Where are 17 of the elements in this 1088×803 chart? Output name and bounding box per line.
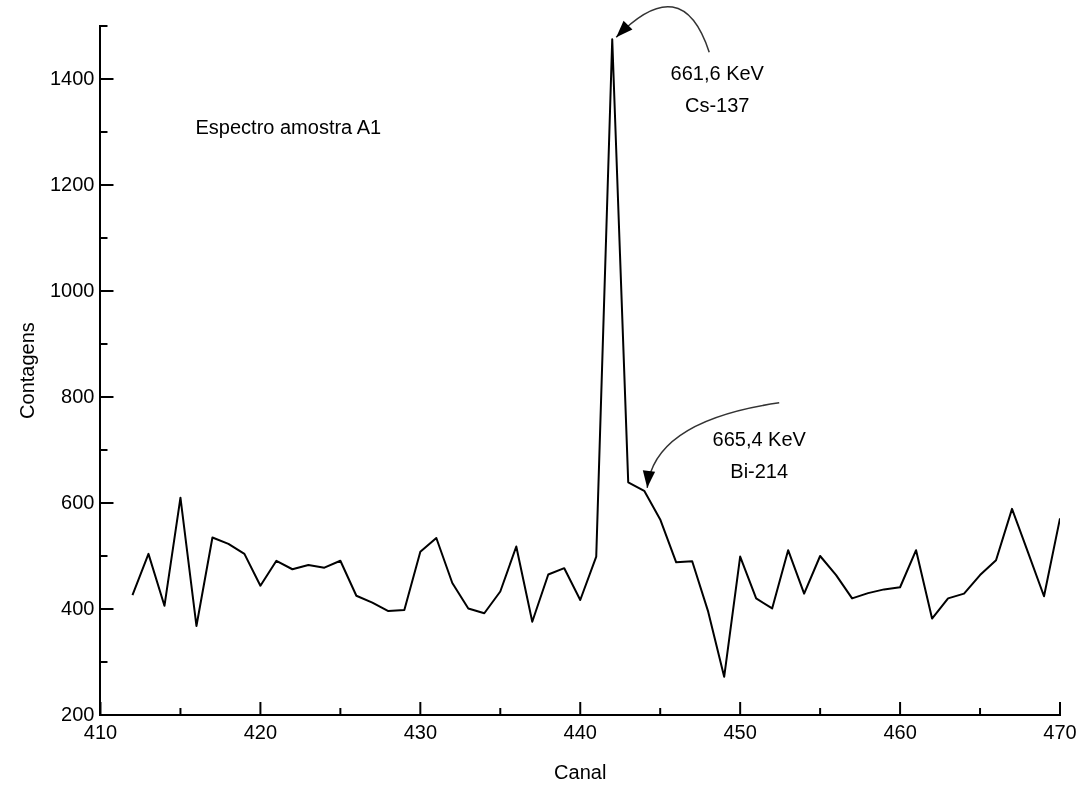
y-tick-label: 1400 — [49, 66, 95, 89]
y-tick-label: 600 — [61, 490, 95, 513]
x-tick-label: 420 — [243, 720, 278, 743]
x-tick-label: 430 — [403, 720, 438, 743]
x-tick-label: 470 — [1043, 720, 1077, 743]
y-tick-label: 400 — [61, 596, 95, 619]
y-tick-label: 1000 — [49, 278, 95, 301]
y-tick-label: 800 — [61, 384, 95, 407]
x-tick-label: 440 — [563, 720, 597, 743]
x-axis-title: Canal — [554, 760, 607, 783]
x-tick-label: 460 — [883, 720, 917, 743]
annotation: 661,6 KeV Cs-137 — [670, 61, 765, 116]
y-tick-label: 1200 — [49, 172, 95, 195]
annotation: Espectro amostra A1 — [195, 115, 382, 138]
y-axis-title: Contagens — [15, 322, 38, 419]
x-tick-label: 450 — [723, 720, 757, 743]
annotation: 665,4 KeV Bi-214 — [712, 428, 807, 483]
